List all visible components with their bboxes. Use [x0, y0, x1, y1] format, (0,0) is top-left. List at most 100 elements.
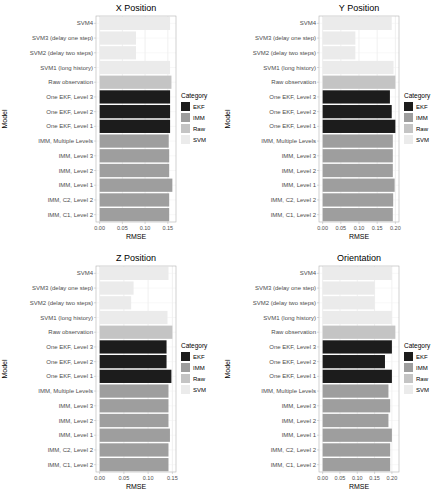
bar	[100, 17, 170, 30]
bar	[100, 179, 173, 192]
bars	[323, 17, 396, 222]
category-label: SVM3 (delay one step)	[32, 285, 93, 291]
grid-line	[172, 266, 173, 472]
tick	[317, 332, 319, 333]
category-label: IMM, C1, Level 2	[271, 462, 317, 468]
tick	[94, 38, 96, 39]
legend-label: Raw	[193, 126, 206, 132]
bar	[100, 31, 136, 44]
category-label: SVM4	[300, 270, 317, 276]
tick	[94, 82, 96, 83]
tick	[317, 464, 319, 465]
tick	[317, 185, 319, 186]
tick	[317, 346, 319, 347]
legend: CategoryEKFIMMRawSVM	[181, 92, 208, 144]
category-label: IMM, Level 3	[282, 153, 317, 159]
category-label: One EKF, Level 3	[46, 344, 93, 350]
title: Orientation	[337, 253, 381, 263]
category-label: IMM, Multiple Levels	[261, 388, 316, 394]
tick-label: 0.00	[94, 225, 105, 231]
legend-swatch	[181, 352, 190, 361]
tick-label: 0.05	[335, 475, 346, 481]
category-label: SVM3 (delay one step)	[32, 35, 93, 41]
category-label: Raw observation	[48, 79, 93, 85]
panel: SVM4SVM3 (delay one step)SVM2 (delay two…	[224, 253, 431, 490]
tick	[317, 214, 319, 215]
tick	[317, 126, 319, 127]
tick	[148, 472, 149, 474]
tick	[123, 472, 124, 474]
category-label: IMM, Multiple Levels	[261, 138, 316, 144]
tick	[317, 52, 319, 53]
tick	[317, 199, 319, 200]
category-label: IMM, Level 1	[282, 432, 317, 438]
legend-title: Category	[404, 92, 431, 100]
legend-swatch	[404, 385, 413, 394]
bar	[323, 267, 392, 280]
category-label: SVM2 (delay two steps)	[30, 300, 93, 306]
category-label: IMM, C2, Level 2	[48, 447, 94, 453]
category-label: IMM, Level 2	[282, 168, 317, 174]
bar	[100, 120, 170, 133]
legend-swatch	[181, 363, 190, 372]
legend-title: Category	[181, 342, 208, 350]
category-label: SVM1 (long history)	[40, 65, 93, 71]
tick-label: 0.05	[335, 225, 346, 231]
tick	[391, 472, 392, 474]
bar	[100, 134, 169, 147]
tick	[94, 302, 96, 303]
bar	[323, 429, 392, 442]
category-label: IMM, Level 1	[59, 182, 94, 188]
category-label: One EKF, Level 2	[46, 109, 93, 115]
category-label: SVM2 (delay two steps)	[30, 50, 93, 56]
category-label: One EKF, Level 3	[46, 94, 93, 100]
legend-label: SVM	[416, 387, 429, 393]
category-label: IMM, Level 2	[59, 168, 94, 174]
legend-swatch	[404, 124, 413, 133]
bar	[323, 90, 390, 103]
tick	[94, 199, 96, 200]
plot-frame	[319, 16, 399, 222]
category-label: SVM2 (delay two steps)	[253, 50, 316, 56]
tick	[322, 222, 323, 224]
bar	[100, 46, 136, 59]
category-label: SVM3 (delay one step)	[255, 35, 316, 41]
panel: SVM4SVM3 (delay one step)SVM2 (delay two…	[1, 253, 208, 490]
axis-label: Model	[224, 359, 231, 379]
category-label: One EKF, Level 1	[269, 123, 316, 129]
tick	[317, 361, 319, 362]
title: Y Position	[339, 3, 379, 13]
tick	[122, 222, 123, 224]
tick-label: 0.10	[352, 475, 363, 481]
tick	[94, 346, 96, 347]
tick	[167, 222, 168, 224]
bar	[323, 281, 375, 294]
legend: CategoryEKFIMMRawSVM	[404, 342, 431, 394]
tick	[94, 52, 96, 53]
category-label: IMM, Level 3	[282, 403, 317, 409]
tick-label: 0.20	[390, 225, 401, 231]
legend-label: Raw	[416, 376, 429, 382]
bar	[100, 267, 169, 280]
tick-label: 0.00	[317, 475, 328, 481]
tick	[317, 96, 319, 97]
bars	[100, 267, 173, 472]
tick-label: 0.20	[387, 475, 398, 481]
plot-background	[96, 16, 176, 222]
tick	[94, 376, 96, 377]
legend-label: SVM	[416, 137, 429, 143]
bar	[323, 340, 392, 353]
bar	[323, 384, 389, 397]
category-label: One EKF, Level 1	[46, 123, 93, 129]
tick-label: 0.15	[162, 225, 173, 231]
tick	[94, 96, 96, 97]
plot-background	[96, 266, 176, 472]
legend-label: Raw	[416, 126, 429, 132]
legend-title: Category	[181, 92, 208, 100]
tick	[94, 111, 96, 112]
bar	[323, 458, 391, 471]
axis-label: RMSE	[349, 483, 370, 490]
axis-label: Model	[1, 109, 8, 129]
tick-label: 0.10	[143, 475, 154, 481]
category-label: Raw observation	[48, 329, 93, 335]
